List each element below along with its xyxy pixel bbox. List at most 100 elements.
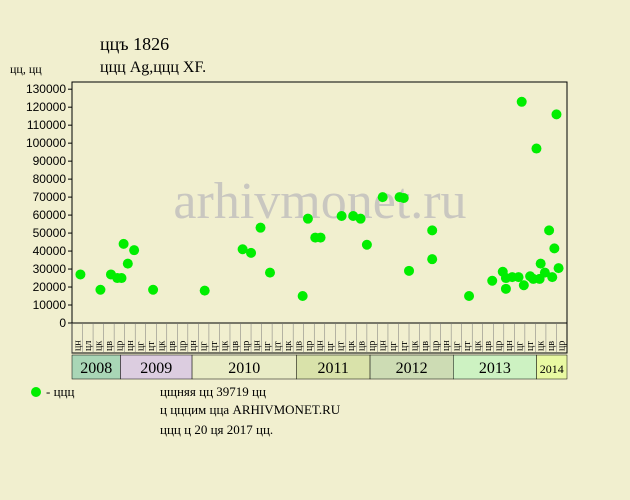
point [237, 244, 248, 255]
year-label: 2008 [80, 360, 112, 377]
point [464, 291, 475, 302]
point [427, 225, 438, 236]
x-tick-label: цв [293, 341, 304, 351]
point [553, 263, 564, 274]
x-tick-label: цв [420, 341, 431, 351]
point [544, 225, 555, 236]
year-label: 2012 [396, 360, 428, 377]
x-tick-label: цг [135, 342, 146, 351]
year-band [453, 354, 537, 380]
x-tick-label: цт [336, 341, 347, 351]
y-tick-label: 90000 [33, 154, 67, 168]
y-tick-label: 60000 [33, 208, 67, 222]
chart-title: ццъ 1826 [100, 34, 169, 54]
x-tick-label: цт [462, 341, 473, 351]
x-tick-label: цк [346, 341, 357, 351]
x-tick-label: цг [388, 342, 399, 351]
year-band [536, 354, 568, 380]
year-band [369, 354, 454, 380]
x-tick-label: цн [504, 340, 515, 351]
year-label: 2014 [540, 362, 564, 376]
x-tick-label: цк [409, 341, 420, 351]
x-tick-label: цв [104, 341, 115, 351]
point [551, 109, 562, 120]
point [500, 283, 511, 294]
x-tick-label: цв [167, 341, 178, 351]
point [199, 285, 210, 296]
point [404, 265, 415, 276]
point [539, 267, 550, 278]
year-label: 2009 [140, 360, 172, 377]
year-label: 2013 [479, 360, 511, 377]
point [129, 245, 140, 256]
x-tick-label: цн [72, 340, 83, 351]
x-tick-label: цт [399, 341, 410, 351]
x-tick-label: цр [241, 341, 252, 351]
x-tick-label: цк [536, 341, 547, 351]
note: цщняя цц 39719 цц [160, 384, 266, 399]
x-tick-label: цг [262, 342, 273, 351]
point [315, 232, 326, 243]
y-tick-label: 40000 [33, 244, 67, 258]
year-band [120, 354, 193, 380]
year-band [71, 354, 121, 380]
x-tick-label: цв [357, 341, 368, 351]
x-tick-label: цр [304, 341, 315, 351]
x-tick-label: цг [325, 342, 336, 351]
x-tick-label: цн [188, 340, 199, 351]
y-tick-label: 80000 [33, 172, 67, 186]
x-tick-label: цк [283, 341, 294, 351]
x-tick-label: цг [515, 342, 526, 351]
legend-label: - ццц [46, 384, 74, 399]
x-tick-label: цн [125, 340, 136, 351]
point [535, 258, 546, 269]
y-tick-label: 0 [59, 316, 66, 330]
y-tick-label: 30000 [33, 262, 67, 276]
x-tick-label: цн [378, 340, 389, 351]
point [95, 284, 106, 295]
year-label: 2011 [317, 360, 348, 377]
year-band [296, 354, 371, 380]
point [518, 280, 529, 291]
y-tick-label: 130000 [26, 82, 66, 96]
point [549, 243, 560, 254]
y-axis-label: цц, цц [10, 62, 42, 76]
x-tick-label: цт [146, 341, 157, 351]
x-tick-label: цк [93, 341, 104, 351]
y-tick-label: 50000 [33, 226, 67, 240]
y-tick-label: 20000 [33, 280, 67, 294]
y-tick-label: 110000 [27, 118, 66, 132]
x-tick-label: цр [367, 341, 378, 351]
y-tick-label: 100000 [26, 136, 66, 150]
x-tick-label: цв [546, 341, 557, 351]
x-tick-label: цк [220, 341, 231, 351]
chart-subtitle: ццц Ag,ццц XF. [100, 59, 206, 76]
point [116, 273, 127, 284]
x-tick-label: цр [494, 341, 505, 351]
y-tick-label: 70000 [33, 190, 67, 204]
x-tick-label: цр [178, 341, 189, 351]
point [265, 267, 275, 278]
point [516, 96, 527, 107]
x-tick-label: цн [315, 340, 326, 351]
point [148, 284, 159, 295]
point [531, 143, 542, 154]
point [122, 258, 133, 269]
point [255, 222, 266, 233]
point [355, 213, 366, 224]
x-tick-label: цр [430, 341, 441, 351]
x-tick-label: цг [451, 342, 462, 351]
x-tick-label: цт [272, 341, 283, 351]
note: ццц ц 20 ця 2017 цц. [160, 422, 273, 437]
point [398, 193, 409, 204]
x-tick-label: цт [525, 341, 536, 351]
x-tick-label: цр [557, 341, 568, 351]
x-tick-label: цг [199, 342, 210, 351]
legend-marker [31, 387, 41, 397]
point [75, 269, 86, 280]
x-tick-label: цр [114, 341, 125, 351]
note: ц цццим цца ARHIVMONET.RU [160, 402, 341, 417]
year-band [191, 354, 297, 380]
point [513, 272, 524, 283]
